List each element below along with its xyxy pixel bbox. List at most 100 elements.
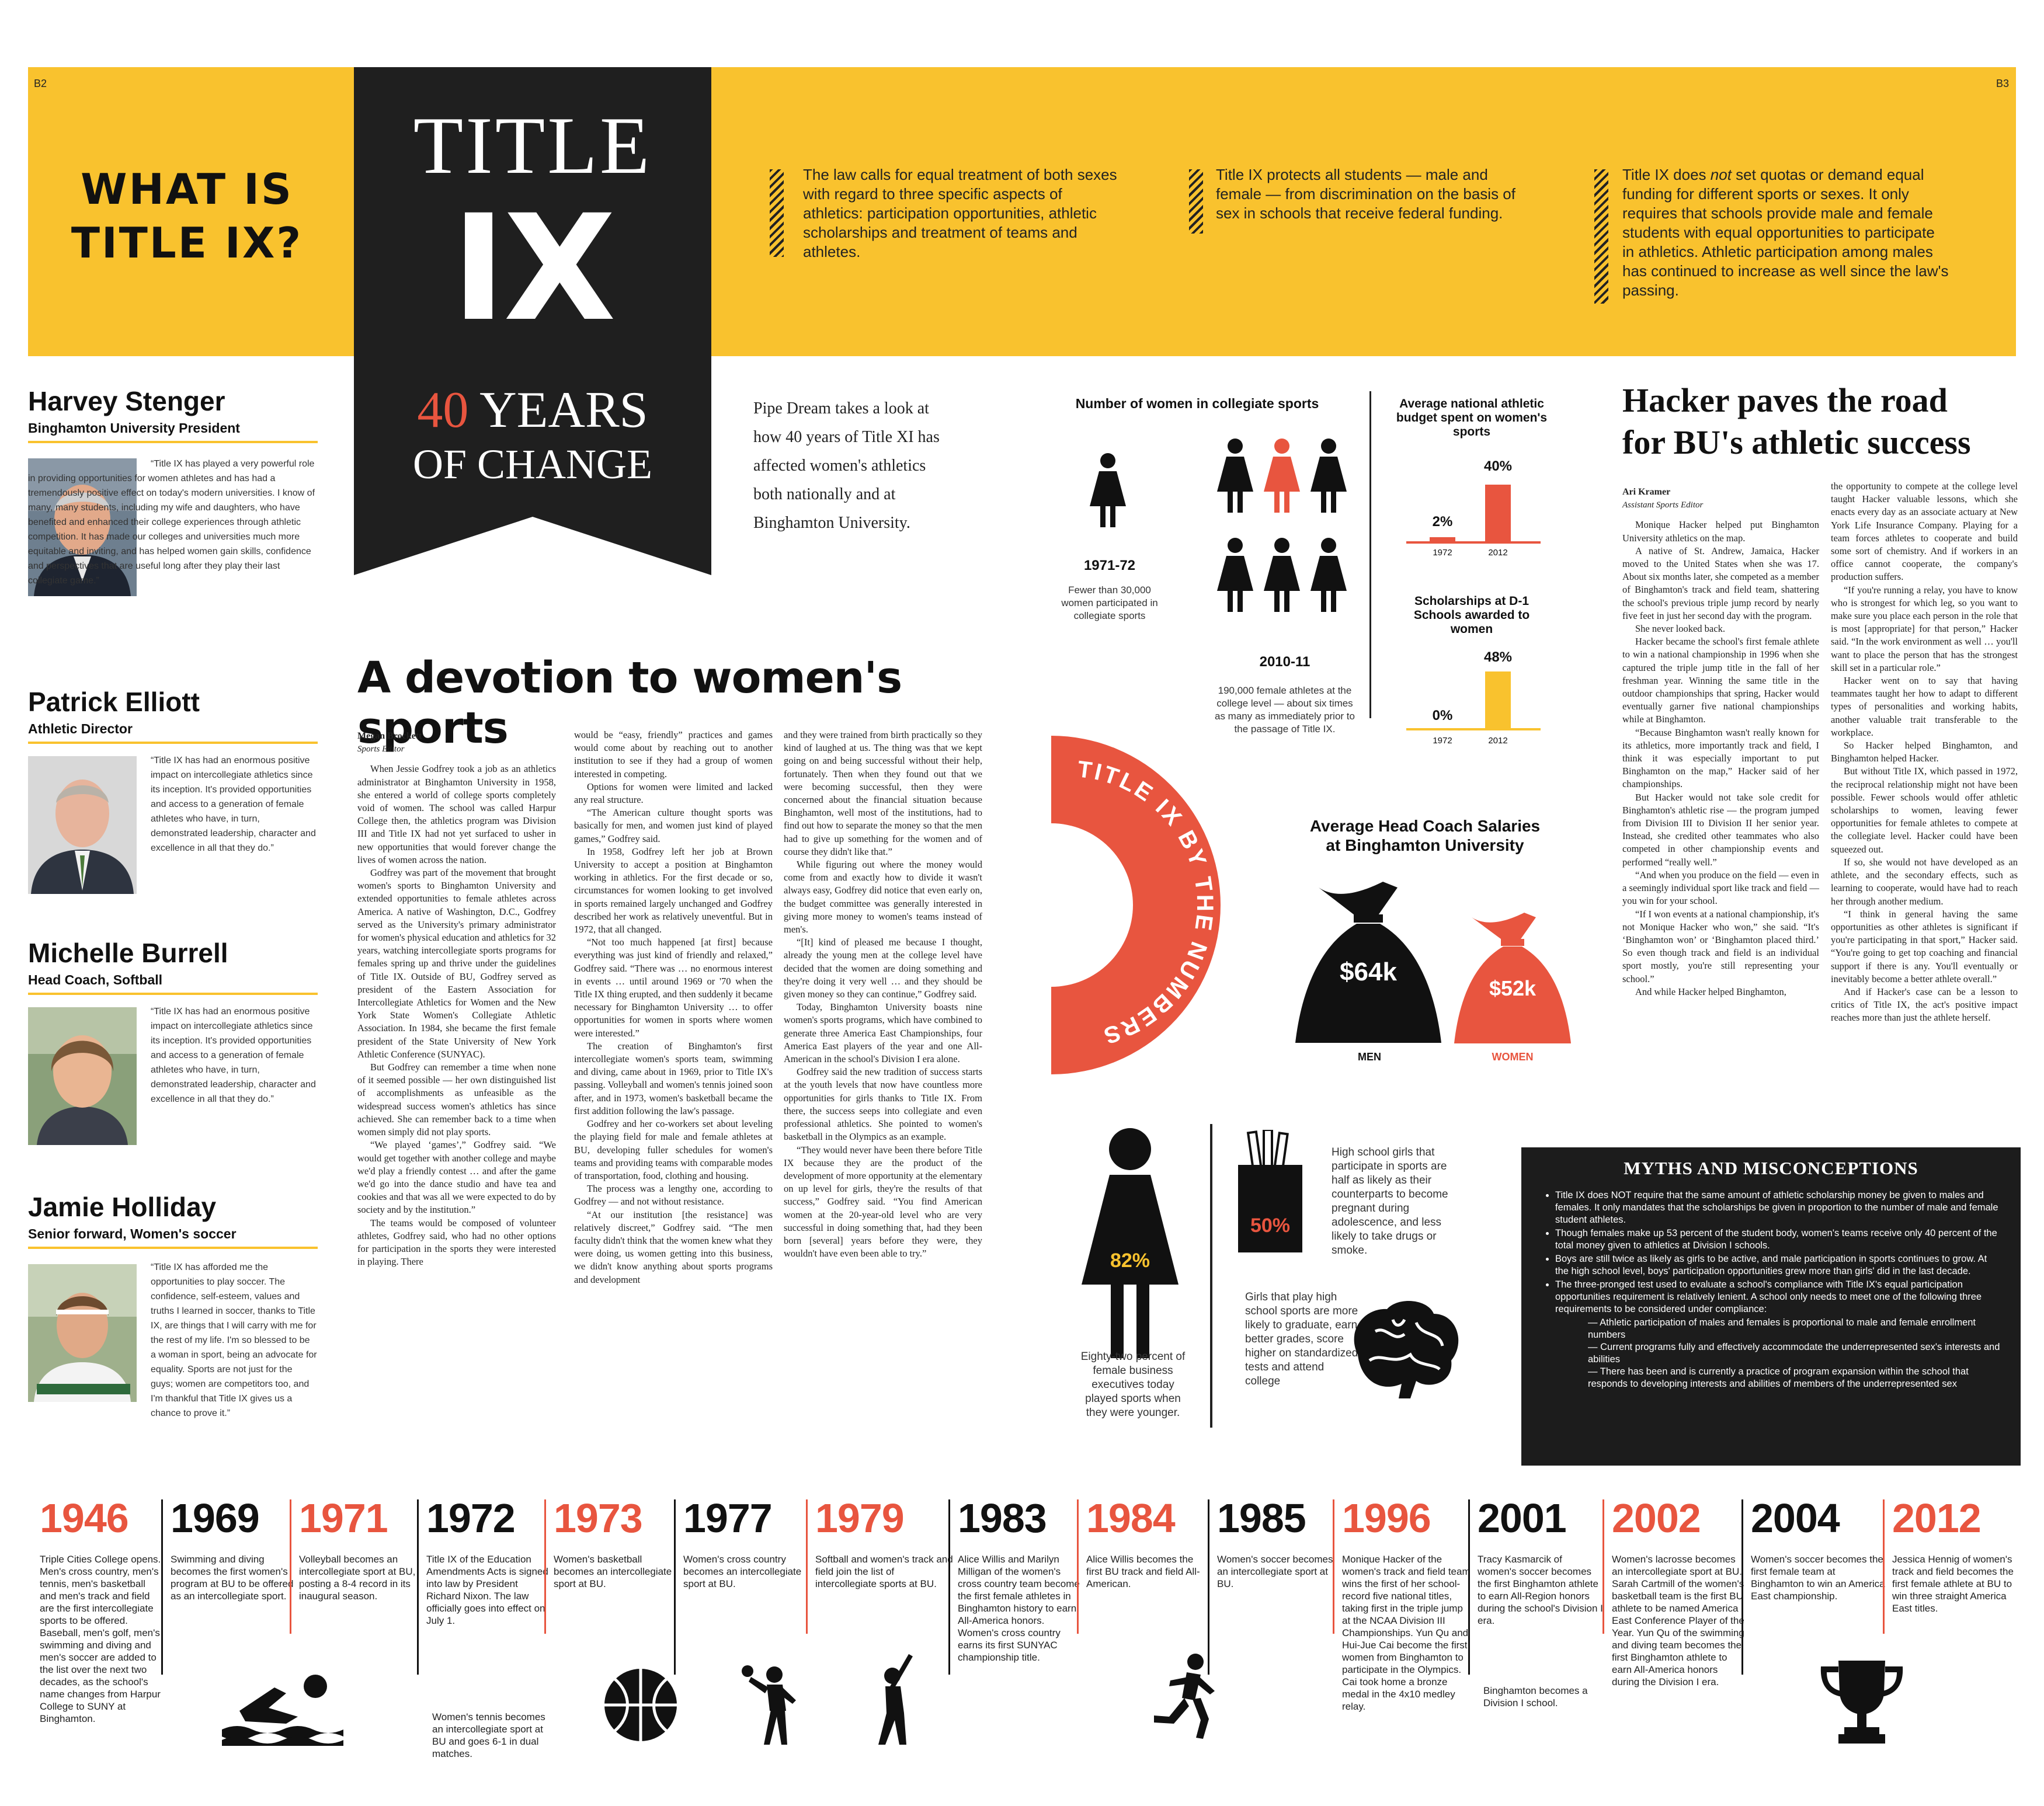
- timeline-extra-text: Binghamton becomes a Division I school.: [1483, 1685, 1588, 1708]
- masthead-ribbon: [354, 67, 711, 575]
- paragraph: And if Hacker's case can be a lesson to …: [1831, 986, 2018, 1024]
- budget-value-1: 2%: [1432, 514, 1453, 530]
- list-item: The three-pronged test used to evaluate …: [1555, 1279, 2001, 1316]
- scholarship-value-2: 48%: [1483, 649, 1513, 665]
- timeline-connector: [544, 1499, 546, 1634]
- timeline-year: 1977: [683, 1495, 773, 1541]
- paragraph: would be “easy, friendly” practices and …: [574, 729, 773, 780]
- page-number-right: B3: [1996, 78, 2010, 89]
- hacker-headline-line2: for BU's athletic success: [1622, 423, 1971, 461]
- timeline-year: 1979: [815, 1495, 905, 1541]
- paragraph: “If you're running a relay, you have to …: [1831, 584, 2018, 673]
- timeline-connector: [1077, 1499, 1079, 1634]
- person-title: Head Coach, Softball: [28, 972, 163, 987]
- participation-heading: Number of women in collegiate sports: [1075, 396, 1319, 411]
- paragraph: the opportunity to compete at the colleg…: [1831, 481, 2018, 583]
- byline: Ari Kramer: [1622, 487, 1671, 497]
- years-number: 40: [417, 382, 469, 439]
- paragraph: So Hacker helped Binghamton, and Bingham…: [1831, 740, 2018, 764]
- person-quote: “Title IX has had an enormous positive i…: [151, 756, 316, 853]
- banner-point-1: The law calls for equal treatment of bot…: [803, 166, 1117, 260]
- list-subitem: — Athletic participation of males and fe…: [1588, 1317, 1976, 1340]
- trophy-icon: [1820, 1661, 1903, 1744]
- paragraph: “Because Binghamton wasn't really known …: [1622, 726, 1819, 790]
- person-name: Jamie Holliday: [28, 1192, 217, 1222]
- timeline-text: Women's soccer becomes an intercollegiat…: [1217, 1554, 1333, 1589]
- paragraph: A native of St. Andrew, Jamaica, Hacker …: [1622, 545, 1819, 621]
- paragraph: Today, Binghamton University boasts nine…: [784, 1001, 982, 1065]
- timeline-connector: [1333, 1499, 1334, 1634]
- hacker-headline: Hacker paves the road for BU's athletic …: [1622, 380, 2019, 464]
- swimmer-icon: [222, 1675, 343, 1746]
- person-quote: “Title IX has had an enormous positive i…: [151, 1007, 316, 1104]
- timeline-year: 1996: [1342, 1495, 1431, 1541]
- timeline-year: 2004: [1751, 1495, 1840, 1541]
- timeline-connector: [1883, 1499, 1885, 1634]
- person-quote: “Title IX has afforded me the opportunit…: [151, 1262, 317, 1418]
- timeline-connector: [674, 1499, 676, 1675]
- paragraph: “[It] kind of pleased me because I thoug…: [784, 937, 982, 1000]
- paragraph: Hacker became the school's first female …: [1622, 636, 1819, 725]
- scholarship-year-1: 1972: [1433, 736, 1452, 746]
- timeline: 1946 Triple Cities College opens. Men's c…: [0, 1483, 2044, 1806]
- highschool-text: High school girls that participate in sp…: [1332, 1146, 1448, 1257]
- article-column-2: would be “easy, friendly” practices and …: [574, 729, 773, 1286]
- scholarship-value-1: 0%: [1432, 708, 1453, 723]
- person-card: Patrick Elliott Athletic Director: [28, 686, 318, 744]
- byline-title: Sports Editor: [357, 744, 405, 754]
- highschool-value: 50%: [1250, 1215, 1291, 1237]
- timeline-year: 2002: [1612, 1495, 1701, 1541]
- timeline-year: 1983: [958, 1495, 1047, 1541]
- paragraph: Godfrey was part of the movement that br…: [357, 867, 556, 1060]
- volleyball-player-icon: [742, 1665, 796, 1745]
- hatch-decoration: [770, 169, 784, 257]
- timeline-text: Triple Cities College opens. Men's cross…: [40, 1554, 161, 1724]
- paragraph: And while Hacker helped Binghamton,: [1635, 986, 1786, 997]
- woman-icon: [1082, 1128, 1179, 1358]
- paragraph: Godfrey said the new tradition of succes…: [784, 1066, 982, 1143]
- paragraph: “And when you produce on the field — eve…: [1622, 869, 1819, 907]
- paragraph: Godfrey and her co-workers set about lev…: [574, 1118, 773, 1181]
- timeline-year: 2001: [1478, 1495, 1567, 1541]
- intro-text: Pipe Dream takes a look at how 40 years …: [753, 399, 940, 532]
- portrait-photo: [28, 756, 137, 894]
- divider: [28, 993, 318, 995]
- hatch-decoration: [1189, 169, 1203, 234]
- money-bag-icon: [1295, 882, 1441, 1043]
- timeline-connector: [948, 1499, 950, 1675]
- timeline-text: Softball and women's track and field joi…: [815, 1554, 953, 1589]
- paragraph: “They would never have been there before…: [784, 1144, 982, 1259]
- timeline-text: Swimming and diving becomes the first wo…: [171, 1554, 294, 1602]
- divider: [1369, 391, 1371, 718]
- budget-heading: Average national athletic budget spent o…: [1396, 397, 1548, 439]
- timeline-connector: [290, 1499, 291, 1634]
- softball-player-icon: [878, 1654, 913, 1745]
- portrait-photo: [28, 1264, 137, 1402]
- point3-post: set quotas or demand equal funding for d…: [1622, 166, 1949, 299]
- participation-desc-2: 190,000 female athletes at the college l…: [1215, 685, 1355, 735]
- cigarette-pack-icon: [1238, 1130, 1302, 1252]
- divider: [1210, 1124, 1212, 1428]
- timeline-text: Alice Willis and Marilyn Milligan of the…: [958, 1554, 1080, 1663]
- scholarship-year-2: 2012: [1488, 736, 1508, 746]
- timeline-text: Women's lacrosse becomes an intercollegi…: [1612, 1554, 1744, 1687]
- paragraph: “The American culture thought sports was…: [574, 807, 773, 844]
- portrait-photo: [28, 1007, 137, 1145]
- person-name: Harvey Stenger: [28, 386, 225, 416]
- person-card: Jamie Holliday Senior forward, Women's s…: [28, 1191, 318, 1249]
- list-subitem: — There has been and is currently a prac…: [1588, 1366, 1969, 1389]
- by-the-numbers-arc: TITLE IX BY THE NUMBERS: [1051, 736, 1221, 1074]
- scholarship-heading: Scholarships at D-1 Schools awarded to w…: [1413, 594, 1530, 636]
- brain-icon: [1354, 1301, 1459, 1398]
- salary-women-value: $52k: [1489, 976, 1537, 1000]
- masthead-numeral: IX: [451, 183, 616, 353]
- budget-bar-2: [1485, 485, 1511, 542]
- paragraph: Hacker went on to say that having teamma…: [1831, 675, 2018, 738]
- timeline-text: Volleyball becomes an intercollegiate sp…: [299, 1554, 416, 1602]
- participation-desc-1: Fewer than 30,000 women participated in …: [1061, 584, 1158, 621]
- list-item: Title IX does NOT require that the same …: [1555, 1189, 2001, 1226]
- paragraph: The creation of Binghamton's first inter…: [574, 1040, 773, 1116]
- budget-year-2: 2012: [1488, 548, 1508, 558]
- masthead-title: TITLE: [413, 100, 652, 191]
- paragraph: She never looked back.: [1635, 623, 1725, 635]
